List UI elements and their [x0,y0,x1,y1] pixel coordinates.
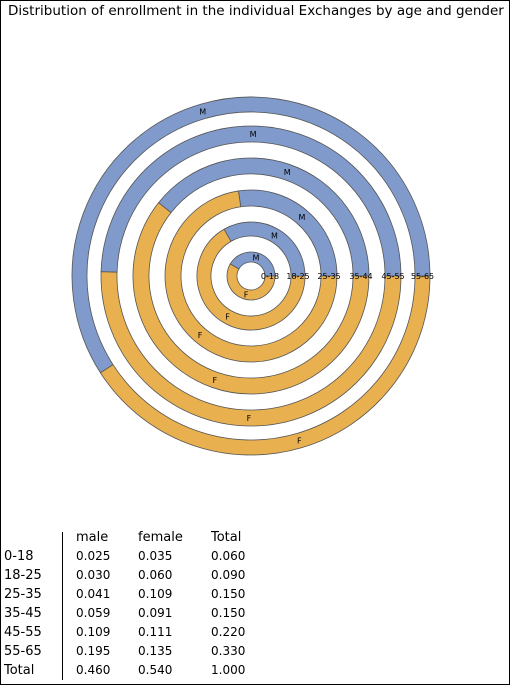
cell-male: 0.059 [76,606,111,620]
table-divider [62,532,63,680]
row-label: 0-18 [4,549,34,564]
cell-female: 0.035 [138,549,173,563]
ring-55-65-male-label: M [199,107,206,116]
concentric-ring-chart: M F M F M F M F M F M F 0-18 18-25 25-35 35-44 45-55 55-6… [71,96,434,456]
cell-female: 0.135 [138,644,173,658]
ring-35-45-male-label: M [284,168,291,177]
ring-18-25-male-label: M [271,231,278,240]
cell-male: 0.030 [76,568,111,582]
ring-label-25-35: 25-35 [317,272,340,281]
cell-total: 0.220 [211,625,246,639]
ring-25-35-male-label: M [299,213,306,222]
ring-0-18-male-label: M [252,254,259,263]
row-label: 25-35 [4,587,42,602]
ring-55-65-female-segment [99,275,431,456]
chart-title: Distribution of enrollment in the indivi… [8,3,504,19]
cell-female: 0.111 [138,625,173,639]
ring-45-55-male-label: M [250,130,257,139]
ring-45-55-female-label: F [247,414,252,423]
cell-male: 0.041 [76,587,111,601]
cell-total: 0.330 [211,644,246,658]
ring-label-55-65: 55-65 [411,272,434,281]
cell-female: 0.091 [138,606,173,620]
ring-label-35-44: 35-44 [349,272,372,281]
header-total: Total [211,530,242,545]
cell-male: 0.195 [76,644,111,658]
row-label: Total [4,663,35,678]
ring-18-25-female-segment [196,228,306,331]
cell-total: 0.150 [211,587,246,601]
ring-label-0-18: 0-18 [261,272,279,281]
ring-18-25-female-label: F [225,313,230,322]
ring-55-65-female-label: F [297,437,302,446]
cell-total: 1.000 [211,663,246,677]
row-label: 35-45 [4,606,42,621]
cell-total: 0.060 [211,549,246,563]
row-label: 45-55 [4,625,42,640]
ring-25-35-female-label: F [198,331,203,340]
ring-45-55-female-segment [100,271,402,427]
cell-female: 0.540 [138,663,173,677]
cell-male: 0.109 [76,625,111,639]
ring-label-18-25: 18-25 [286,272,309,281]
ring-25-35-female-segment [164,190,338,363]
header-female: female [138,530,183,545]
cell-female: 0.060 [138,568,173,582]
ring-0-18-female-segment [226,263,276,301]
ring-35-45-female-label: F [213,376,218,385]
cell-total: 0.150 [211,606,246,620]
ring-0-18-female-label: F [244,290,249,299]
ring-35-45-female-segment [132,202,370,395]
ring-label-45-55: 45-55 [381,272,404,281]
cell-male: 0.025 [76,549,111,563]
cell-female: 0.109 [138,587,173,601]
cell-total: 0.090 [211,568,246,582]
row-label: 55-65 [4,644,42,659]
cell-male: 0.460 [76,663,111,677]
row-label: 18-25 [4,568,42,583]
header-male: male [76,530,109,545]
